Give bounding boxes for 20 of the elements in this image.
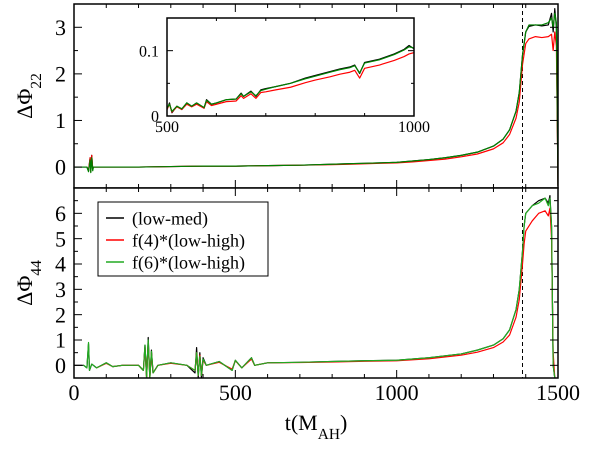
x-tick-label: 500 — [218, 380, 252, 405]
y-tick-label: 0 — [55, 154, 66, 180]
x-axis-title: t(M$_{AH}$) — [284, 410, 348, 442]
legend-label: f(6)*(low-high) — [132, 252, 245, 272]
y-tick-label: 2 — [55, 62, 66, 87]
legend-label: (low-med) — [132, 208, 208, 228]
y-tick-label: 3 — [55, 14, 66, 40]
x-tick-label: 1000 — [374, 380, 419, 405]
y-tick-label: 1 — [55, 328, 66, 353]
y-tick-label: 2 — [55, 302, 66, 328]
legend-label: f(4)*(low-high) — [132, 230, 245, 250]
y-tick-label: 6 — [55, 201, 66, 226]
x-tick-label: 1500 — [536, 380, 580, 405]
y-tick-label: 5 — [55, 226, 66, 252]
y-tick-label: 0.1 — [139, 43, 159, 60]
x-tick-label: 1000 — [398, 119, 430, 136]
y-tick-label: 4 — [55, 252, 66, 277]
y-tick-label: 1 — [55, 108, 66, 134]
y-tick-label: 0 — [55, 353, 66, 378]
y-tick-label: 3 — [55, 277, 66, 302]
